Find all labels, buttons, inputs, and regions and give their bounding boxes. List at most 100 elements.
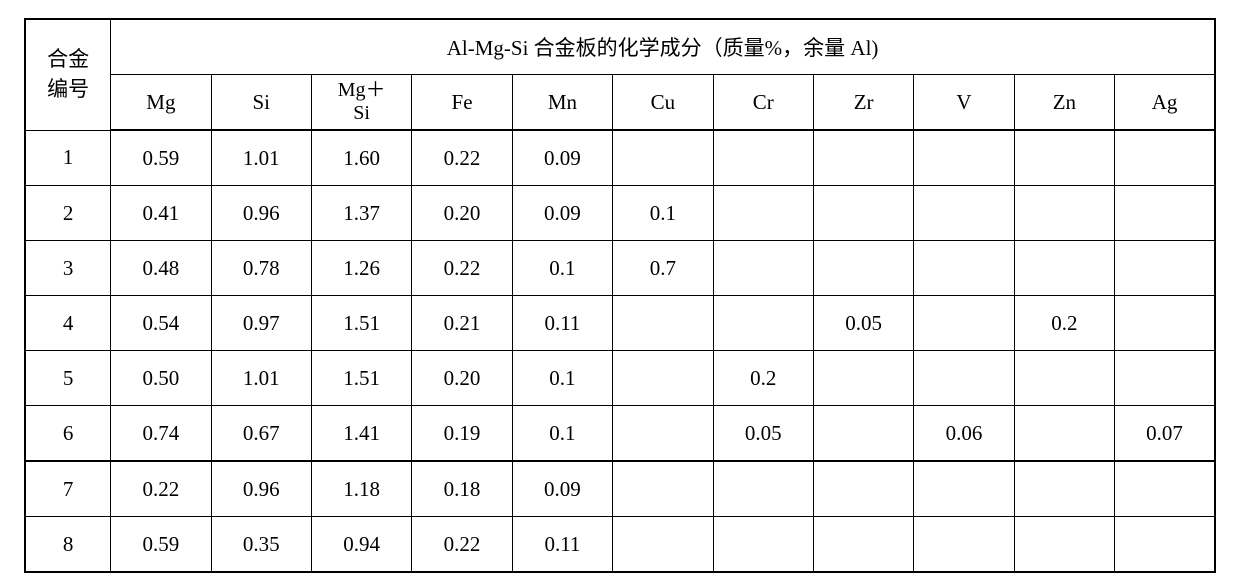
table-cell bbox=[713, 517, 813, 573]
table-cell bbox=[914, 351, 1014, 406]
table-cell bbox=[1014, 351, 1114, 406]
column-header: Zr bbox=[813, 75, 913, 131]
column-header: Fe bbox=[412, 75, 512, 131]
table-cell: 0.67 bbox=[211, 406, 311, 462]
table-cell: 0.97 bbox=[211, 296, 311, 351]
table-cell: 1.01 bbox=[211, 130, 311, 186]
table-cell bbox=[613, 406, 713, 462]
table-cell: 1.37 bbox=[311, 186, 411, 241]
table-cell bbox=[1014, 241, 1114, 296]
table-cell: 0.22 bbox=[412, 130, 512, 186]
header-alloy-no-line1: 合金 bbox=[47, 47, 89, 71]
table-cell: 0.78 bbox=[211, 241, 311, 296]
table-cell: 0.05 bbox=[713, 406, 813, 462]
table-cell bbox=[813, 517, 913, 573]
table-cell: 0.48 bbox=[111, 241, 211, 296]
column-header: Zn bbox=[1014, 75, 1114, 131]
row-id: 2 bbox=[25, 186, 111, 241]
row-id: 8 bbox=[25, 517, 111, 573]
table-cell bbox=[1014, 130, 1114, 186]
column-header-text: Mg＋ bbox=[338, 79, 386, 101]
table-cell bbox=[813, 130, 913, 186]
table-cell: 0.22 bbox=[412, 517, 512, 573]
table-cell: 0.96 bbox=[211, 186, 311, 241]
row-id: 1 bbox=[25, 130, 111, 186]
table-cell: 0.20 bbox=[412, 351, 512, 406]
table-cell: 0.09 bbox=[512, 461, 612, 517]
table-cell: 0.94 bbox=[311, 517, 411, 573]
column-header: Cr bbox=[713, 75, 813, 131]
table-cell bbox=[914, 296, 1014, 351]
table-cell bbox=[613, 517, 713, 573]
table-cell: 1.26 bbox=[311, 241, 411, 296]
table-cell bbox=[1115, 130, 1215, 186]
table-cell: 0.7 bbox=[613, 241, 713, 296]
table-cell: 1.41 bbox=[311, 406, 411, 462]
row-id: 3 bbox=[25, 241, 111, 296]
table-cell bbox=[914, 186, 1014, 241]
table-row: 50.501.011.510.200.10.2 bbox=[25, 351, 1215, 406]
column-header: Mg bbox=[111, 75, 211, 131]
table-cell: 0.2 bbox=[713, 351, 813, 406]
column-header-text: Si bbox=[353, 102, 370, 124]
table-cell bbox=[713, 241, 813, 296]
table-cell bbox=[813, 461, 913, 517]
column-header: Mg＋Si bbox=[311, 75, 411, 131]
table-cell bbox=[613, 296, 713, 351]
table-cell bbox=[914, 517, 1014, 573]
table-cell: 0.59 bbox=[111, 130, 211, 186]
table-cell bbox=[1014, 186, 1114, 241]
column-header: Si bbox=[211, 75, 311, 131]
row-id: 7 bbox=[25, 461, 111, 517]
table-cell: 0.74 bbox=[111, 406, 211, 462]
table-cell: 0.1 bbox=[512, 406, 612, 462]
table-row: 70.220.961.180.180.09 bbox=[25, 461, 1215, 517]
table-cell: 0.22 bbox=[111, 461, 211, 517]
row-id: 5 bbox=[25, 351, 111, 406]
table-cell: 0.09 bbox=[512, 186, 612, 241]
row-id: 4 bbox=[25, 296, 111, 351]
table-cell: 0.22 bbox=[412, 241, 512, 296]
header-alloy-no-line2: 编号 bbox=[47, 77, 89, 101]
column-header: Ag bbox=[1115, 75, 1215, 131]
table-cell: 0.09 bbox=[512, 130, 612, 186]
table-cell bbox=[1115, 461, 1215, 517]
table-cell bbox=[813, 406, 913, 462]
table-cell: 0.59 bbox=[111, 517, 211, 573]
table-row: 60.740.671.410.190.10.050.060.07 bbox=[25, 406, 1215, 462]
table-cell: 1.51 bbox=[311, 351, 411, 406]
table-cell bbox=[813, 351, 913, 406]
table-cell bbox=[713, 186, 813, 241]
table-cell bbox=[1115, 241, 1215, 296]
column-header: Cu bbox=[613, 75, 713, 131]
table-cell: 0.1 bbox=[613, 186, 713, 241]
table-cell: 1.60 bbox=[311, 130, 411, 186]
table-cell bbox=[914, 461, 1014, 517]
table-cell: 0.35 bbox=[211, 517, 311, 573]
table-cell bbox=[1115, 186, 1215, 241]
table-cell: 0.05 bbox=[813, 296, 913, 351]
table-cell: 0.21 bbox=[412, 296, 512, 351]
table-cell bbox=[713, 461, 813, 517]
table-row: 10.591.011.600.220.09 bbox=[25, 130, 1215, 186]
table-cell: 0.2 bbox=[1014, 296, 1114, 351]
table-cell bbox=[713, 130, 813, 186]
column-header: Mn bbox=[512, 75, 612, 131]
table-cell bbox=[1115, 517, 1215, 573]
table-cell: 0.11 bbox=[512, 296, 612, 351]
table-cell bbox=[914, 130, 1014, 186]
table-row: 80.590.350.940.220.11 bbox=[25, 517, 1215, 573]
table-cell bbox=[914, 241, 1014, 296]
table-cell: 1.01 bbox=[211, 351, 311, 406]
table-cell bbox=[813, 241, 913, 296]
table-cell: 0.11 bbox=[512, 517, 612, 573]
table-cell bbox=[613, 461, 713, 517]
table-cell: 1.18 bbox=[311, 461, 411, 517]
table-cell bbox=[1014, 406, 1114, 462]
header-alloy-no: 合金 编号 bbox=[25, 19, 111, 130]
table-cell: 0.07 bbox=[1115, 406, 1215, 462]
table-cell: 0.96 bbox=[211, 461, 311, 517]
table-cell: 0.19 bbox=[412, 406, 512, 462]
table-cell: 0.18 bbox=[412, 461, 512, 517]
column-header: V bbox=[914, 75, 1014, 131]
